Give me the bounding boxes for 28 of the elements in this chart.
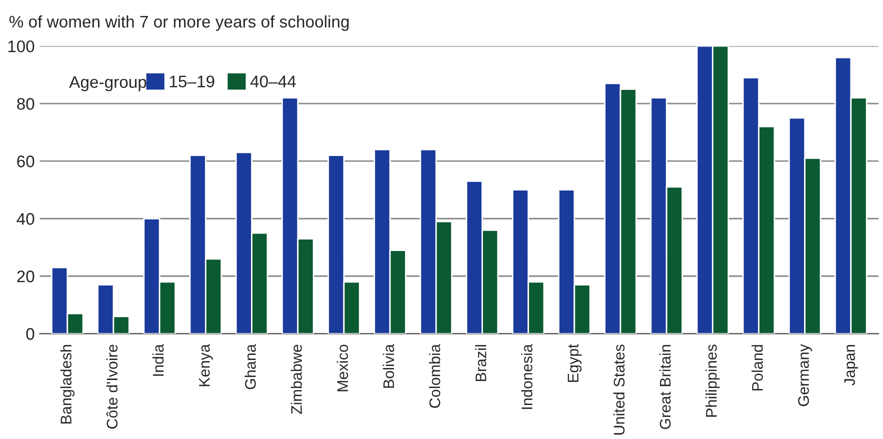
legend-label: 40–44 [250, 76, 296, 88]
x-tick-label: Bangladesh [60, 345, 75, 424]
x-tick-label: Poland [752, 345, 763, 390]
x-tick-label: Côte d'Ivoire [106, 344, 118, 429]
y-tick-label: 100 [8, 40, 34, 52]
x-tick-label: Egypt [568, 344, 582, 382]
x-tick-label: Germany [798, 344, 812, 406]
x-tick-label: Kenya [199, 344, 213, 386]
x-tick-label: Great Britain [659, 345, 671, 430]
x-tick-label: Zimbabwe [290, 344, 302, 414]
y-axis-title: % of women with 7 or more years of schooling [9, 15, 349, 31]
y-tick-label: 40 [16, 213, 34, 225]
x-tick-label: Mexico [336, 344, 348, 392]
y-tick-label: 20 [17, 270, 34, 282]
legend-title: Age-group [69, 76, 146, 92]
x-tick-label: Japan [844, 345, 858, 386]
legend-label: 15–19 [170, 76, 214, 88]
y-tick-label: 80 [17, 98, 34, 110]
x-tick-label: Philippines [706, 344, 720, 417]
x-tick-label: Colombia [428, 344, 440, 408]
x-tick-label: Brazil [475, 345, 486, 382]
y-tick-label: 0 [26, 328, 34, 340]
y-tick-label: 60 [17, 156, 34, 168]
x-tick-label: United States [613, 344, 625, 435]
x-tick-label: Indonesia [521, 344, 532, 409]
x-tick-label: Bolivia [382, 344, 394, 388]
x-tick-label: Ghana [244, 344, 256, 390]
x-tick-label: India [152, 344, 164, 376]
